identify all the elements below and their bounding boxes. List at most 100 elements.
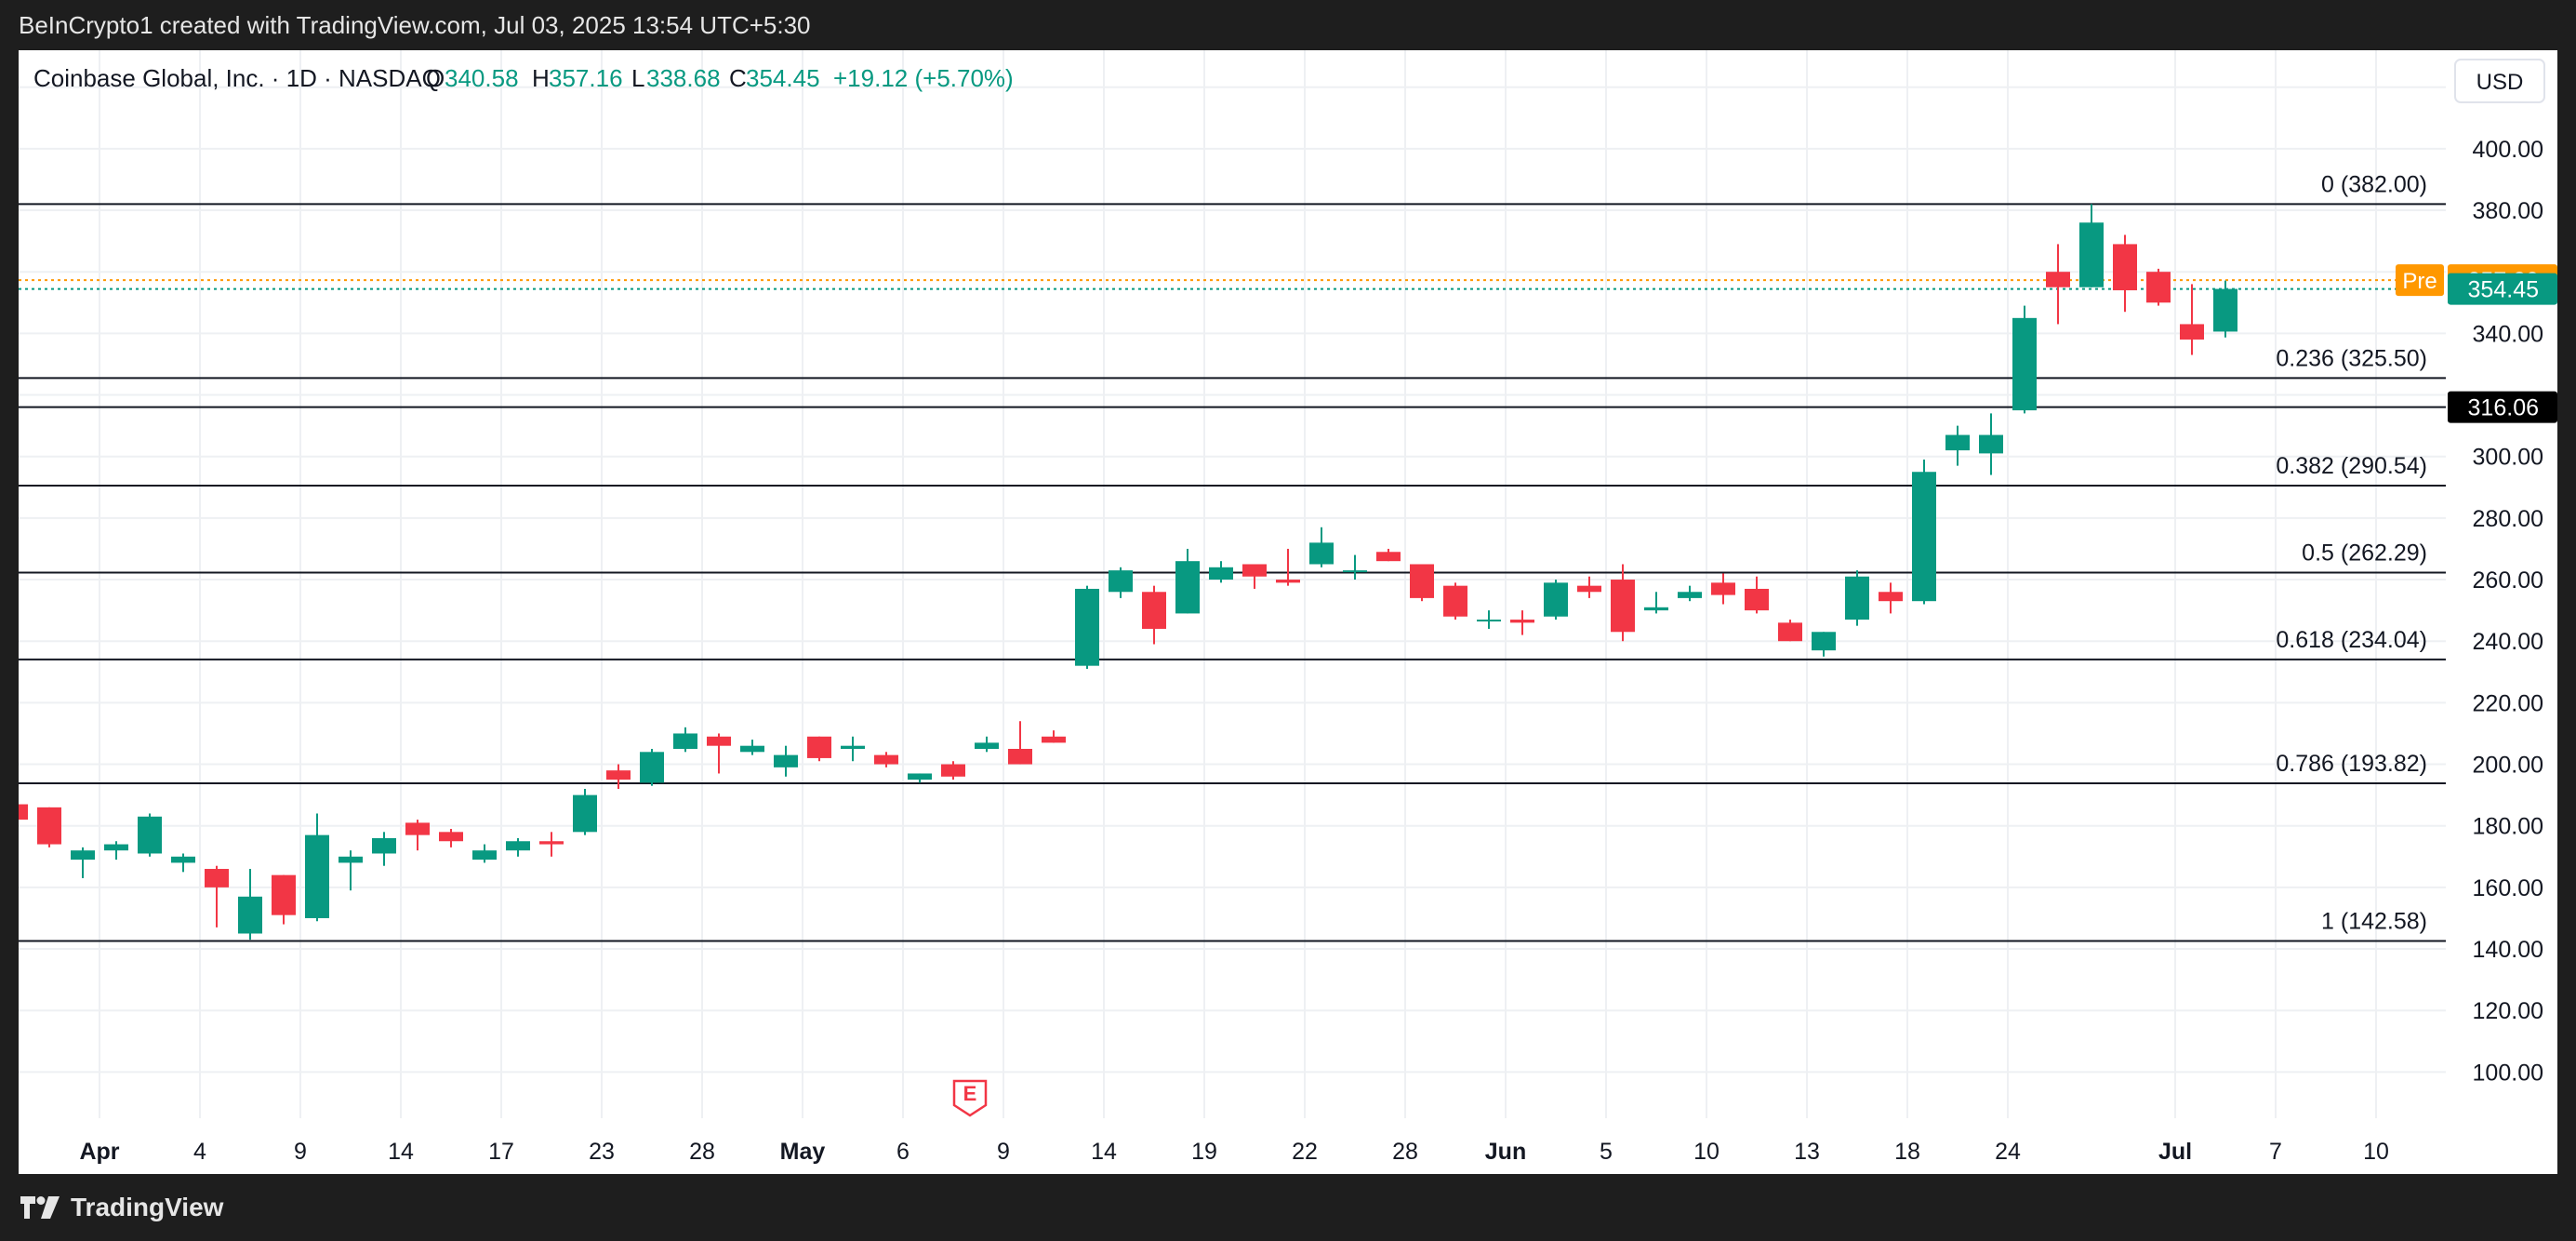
time-tick-label: 28 [1392, 1139, 1418, 1165]
candle-body [1477, 620, 1501, 622]
candle-body [1276, 580, 1300, 583]
chart-panel[interactable]: 0 (382.00) 0.236 (325.50) 0.382 (290.54) 0.… [19, 50, 2557, 1174]
legend-close-label: C [729, 64, 747, 92]
time-tick-label: 10 [2363, 1139, 2389, 1165]
premarket-tag-bg [2396, 264, 2444, 297]
candle-body [1979, 434, 2003, 454]
candle-body [205, 869, 229, 887]
candle-body [2079, 222, 2104, 287]
candle-body [1945, 434, 1970, 451]
grid-lines [19, 50, 2446, 1118]
candle-body [807, 736, 831, 758]
candle-body [1309, 542, 1334, 565]
time-tick-label: 22 [1292, 1139, 1318, 1165]
candle-body [1376, 552, 1401, 562]
price-tick-label: 120.00 [2473, 998, 2543, 1024]
time-tick-label: 17 [488, 1139, 514, 1165]
candle-body [19, 804, 28, 821]
candle-body [372, 837, 396, 854]
candle-body [740, 745, 764, 753]
fib-label: 0.618 (234.04) [2276, 627, 2427, 653]
earnings-label: E [963, 1082, 977, 1105]
candle-body [908, 773, 932, 781]
candle-body [2146, 272, 2171, 303]
fibonacci-levels: 0 (382.00) 0.236 (325.50) 0.382 (290.54) 0.… [19, 171, 2446, 942]
candle-body [640, 752, 664, 783]
candle-body [506, 841, 530, 851]
candle-body [171, 856, 195, 863]
time-tick-label: 10 [1693, 1139, 1720, 1165]
candle-body [405, 822, 430, 835]
candle-body [37, 807, 61, 845]
candle-body [1845, 576, 1869, 620]
price-tick-label: 220.00 [2473, 690, 2543, 716]
price-axis[interactable]: 100.00 120.00 140.00 160.00 180.00 200.00 220.… [2473, 75, 2543, 1087]
attribution-text: BeInCrypto1 created with TradingView.com… [19, 11, 811, 39]
candle-body [2113, 244, 2137, 291]
price-chart[interactable]: 0 (382.00) 0.236 (325.50) 0.382 (290.54) 0.… [19, 50, 2557, 1174]
time-tick-label: 9 [997, 1139, 1010, 1165]
time-tick-label: 5 [1600, 1139, 1613, 1165]
price-tick-label: 400.00 [2473, 137, 2543, 163]
premarket-tag: Pre [2402, 269, 2437, 294]
price-tick-label: 100.00 [2473, 1060, 2543, 1086]
time-tick-label: 19 [1191, 1139, 1217, 1165]
candle-body [1778, 622, 1802, 642]
candle-body [1577, 585, 1601, 593]
candle-body [472, 850, 497, 861]
fib-label: 0.5 (262.29) [2302, 540, 2427, 566]
time-axis[interactable]: Apr 4 9 14 17 23 28 May 6 9 14 19 22 28 Jun 5 10 13 18 24 Ju… [79, 1139, 2388, 1165]
candle-body [707, 736, 731, 746]
legend-high-label: H [532, 64, 550, 92]
candle-body [1879, 592, 1903, 602]
legend-low-value: 338.68 [646, 64, 721, 92]
last-price-tag-bg [2448, 273, 2557, 305]
price-tick-label: 140.00 [2473, 937, 2543, 963]
candle-body [1242, 564, 1267, 577]
candle-body [941, 764, 965, 777]
candle-body [573, 794, 597, 833]
time-tick-label: 6 [896, 1139, 910, 1165]
time-tick-label: Apr [79, 1139, 119, 1165]
time-tick-label: 28 [689, 1139, 715, 1165]
candle-body [1443, 585, 1467, 617]
candle-body [138, 816, 162, 854]
legend-change: +19.12 (+5.70%) [833, 64, 1014, 92]
time-tick-label: 9 [294, 1139, 307, 1165]
candle-body [606, 770, 631, 781]
candle-body [339, 856, 363, 863]
fib-label: 1 (142.58) [2321, 909, 2427, 935]
candle-body [774, 754, 798, 767]
currency-label: USD [2476, 70, 2524, 95]
candle-body [1175, 561, 1200, 614]
price-tick-label: 380.00 [2473, 198, 2543, 224]
candle-body [1544, 582, 1568, 617]
candle-body [841, 745, 865, 749]
candlestick-series [19, 204, 2237, 941]
candle-body [71, 850, 95, 861]
candle-body [1109, 570, 1133, 593]
legend-symbol[interactable]: Coinbase Global, Inc. · 1D · NASDAQ [33, 64, 441, 92]
footer-bar: TradingView [0, 1174, 2576, 1241]
time-tick-label: May [780, 1139, 826, 1165]
candle-body [1142, 592, 1166, 629]
tradingview-logo-icon [20, 1196, 60, 1219]
price-tick-label: 240.00 [2473, 629, 2543, 655]
price-tick-label: 260.00 [2473, 567, 2543, 594]
fib-label: 0 (382.00) [2321, 171, 2427, 197]
candle-body [1812, 632, 1836, 651]
candle-body [874, 754, 898, 765]
price-tick-label: 300.00 [2473, 445, 2543, 471]
candle-body [673, 733, 697, 749]
time-tick-label: 13 [1794, 1139, 1820, 1165]
attribution-bar: BeInCrypto1 created with TradingView.com… [0, 0, 2576, 50]
fib-label: 0.236 (325.50) [2276, 345, 2427, 371]
candle-body [2046, 272, 2070, 287]
candle-body [272, 874, 296, 915]
currency-button[interactable]: USD [2454, 59, 2545, 103]
earnings-marker[interactable]: E [952, 1079, 988, 1117]
candle-body [1711, 582, 1735, 595]
price-tick-label: 280.00 [2473, 506, 2543, 532]
fib-label: 0.382 (290.54) [2276, 453, 2427, 479]
time-tick-label: 18 [1894, 1139, 1920, 1165]
